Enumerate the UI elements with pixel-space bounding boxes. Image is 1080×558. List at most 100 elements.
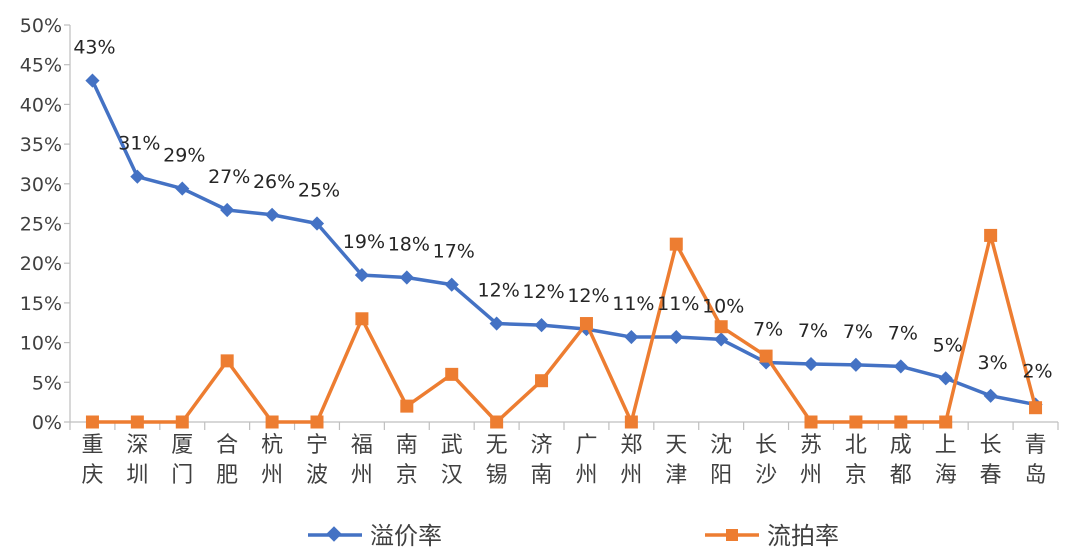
svg-text:厦: 厦: [171, 433, 193, 458]
svg-text:合: 合: [216, 433, 238, 458]
svg-text:州: 州: [800, 463, 822, 488]
data-label: 26%: [253, 171, 295, 193]
square-marker-icon: [310, 415, 324, 429]
data-labels: 43%31%29%27% 26% 25%19% 18% 17%12% 12% 12% 11% 1…: [73, 37, 1052, 383]
x-category-label: 宁波: [306, 433, 328, 488]
diamond-marker-icon: [848, 357, 863, 372]
x-category-label: 天津: [665, 433, 687, 488]
svg-text:南: 南: [396, 433, 418, 458]
svg-text:京: 京: [396, 463, 418, 488]
svg-text:沙: 沙: [755, 463, 777, 488]
diamond-marker-icon: [354, 268, 369, 283]
square-marker-icon: [85, 415, 99, 429]
data-label: 12%: [567, 285, 609, 307]
data-label: 7%: [798, 320, 828, 342]
x-category-label: 北京: [845, 433, 867, 488]
square-marker-icon: [175, 415, 189, 429]
x-category-label: 郑州: [620, 433, 642, 488]
svg-text:都: 都: [890, 463, 912, 488]
x-category-label: 长沙: [755, 433, 777, 488]
svg-text:春: 春: [980, 463, 1002, 488]
legend-item-failed-auction-rate[interactable]: 流拍率: [705, 522, 839, 550]
svg-text:海: 海: [935, 463, 957, 488]
svg-text:宁: 宁: [306, 433, 328, 458]
square-marker-icon: [265, 415, 279, 429]
diamond-marker-icon: [893, 359, 908, 374]
square-marker-icon: [220, 354, 234, 368]
data-label: 25%: [298, 180, 340, 202]
x-category-label: 广州: [575, 433, 597, 488]
diamond-marker-icon: [489, 316, 504, 331]
data-label: 12%: [478, 280, 520, 302]
data-label: 29%: [163, 145, 205, 167]
data-label: 7%: [888, 322, 918, 344]
square-marker-icon: [984, 228, 998, 242]
square-marker-icon: [804, 415, 818, 429]
data-label: 2%: [1022, 361, 1052, 383]
svg-text:重: 重: [81, 433, 103, 458]
legend-label: 溢价率: [370, 522, 442, 550]
diamond-marker-icon: [265, 207, 280, 222]
square-marker-icon: [579, 317, 593, 331]
legend-item-premium-rate[interactable]: 溢价率: [308, 522, 442, 550]
svg-text:武: 武: [441, 433, 463, 458]
svg-text:苏: 苏: [800, 433, 822, 458]
square-marker-icon: [445, 367, 459, 381]
data-label: 7%: [753, 318, 783, 340]
legend-label: 流拍率: [767, 522, 839, 550]
y-tick-label: 50%: [20, 15, 62, 37]
svg-text:阳: 阳: [710, 463, 732, 488]
diamond-marker-icon: [803, 356, 819, 372]
svg-text:青: 青: [1025, 433, 1047, 458]
x-category-label: 济南: [531, 433, 553, 488]
svg-text:广: 广: [575, 433, 597, 458]
x-category-label: 无锡: [486, 433, 508, 488]
square-marker-icon: [535, 374, 549, 388]
diamond-marker-icon: [326, 526, 342, 542]
square-marker-icon: [400, 399, 414, 413]
data-label: 19%: [343, 231, 385, 253]
svg-text:深: 深: [126, 433, 148, 458]
data-label: 5%: [933, 334, 963, 356]
diamond-marker-icon: [399, 270, 414, 285]
square-marker-icon: [669, 237, 683, 251]
y-tick-label: 35%: [20, 134, 62, 156]
x-category-label: 杭州: [261, 433, 283, 488]
x-axis: 重庆深圳厦门合肥杭州宁波福州南京武汉无锡济南广州郑州天津沈阳长沙苏州北京成都上海…: [69, 421, 1059, 488]
svg-text:州: 州: [261, 463, 283, 488]
x-category-label: 深圳: [126, 433, 148, 488]
data-label: 27%: [208, 166, 250, 188]
svg-text:汉: 汉: [441, 463, 463, 488]
svg-text:津: 津: [665, 463, 687, 488]
data-label: 18%: [388, 233, 430, 255]
svg-text:州: 州: [620, 463, 642, 488]
svg-text:郑: 郑: [620, 433, 642, 458]
data-label: 11%: [612, 293, 654, 315]
svg-text:福: 福: [351, 433, 373, 458]
y-tick-label: 0%: [32, 412, 62, 434]
y-tick-label: 40%: [20, 94, 62, 116]
svg-text:京: 京: [845, 463, 867, 488]
diamond-marker-icon: [130, 169, 145, 184]
diamond-marker-icon: [624, 329, 639, 345]
square-marker-icon: [939, 415, 953, 429]
x-category-label: 南京: [396, 433, 418, 488]
square-marker-icon: [849, 415, 863, 429]
svg-text:州: 州: [575, 463, 597, 488]
data-label: 12%: [522, 281, 564, 303]
square-marker-icon: [894, 415, 908, 429]
data-label: 43%: [73, 37, 115, 59]
legend: 溢价率 流拍率: [308, 522, 839, 550]
y-tick-label: 15%: [20, 293, 62, 315]
square-marker-icon: [759, 349, 773, 363]
y-tick-label: 5%: [32, 372, 62, 394]
data-label: 10%: [702, 295, 744, 317]
svg-text:北: 北: [845, 433, 867, 458]
svg-text:锡: 锡: [486, 463, 508, 488]
data-label: 7%: [843, 321, 873, 343]
svg-text:庆: 庆: [81, 463, 103, 488]
svg-text:肥: 肥: [216, 463, 238, 488]
svg-text:州: 州: [351, 463, 373, 488]
y-tick-label: 10%: [20, 333, 62, 355]
x-category-label: 青岛: [1025, 433, 1047, 488]
